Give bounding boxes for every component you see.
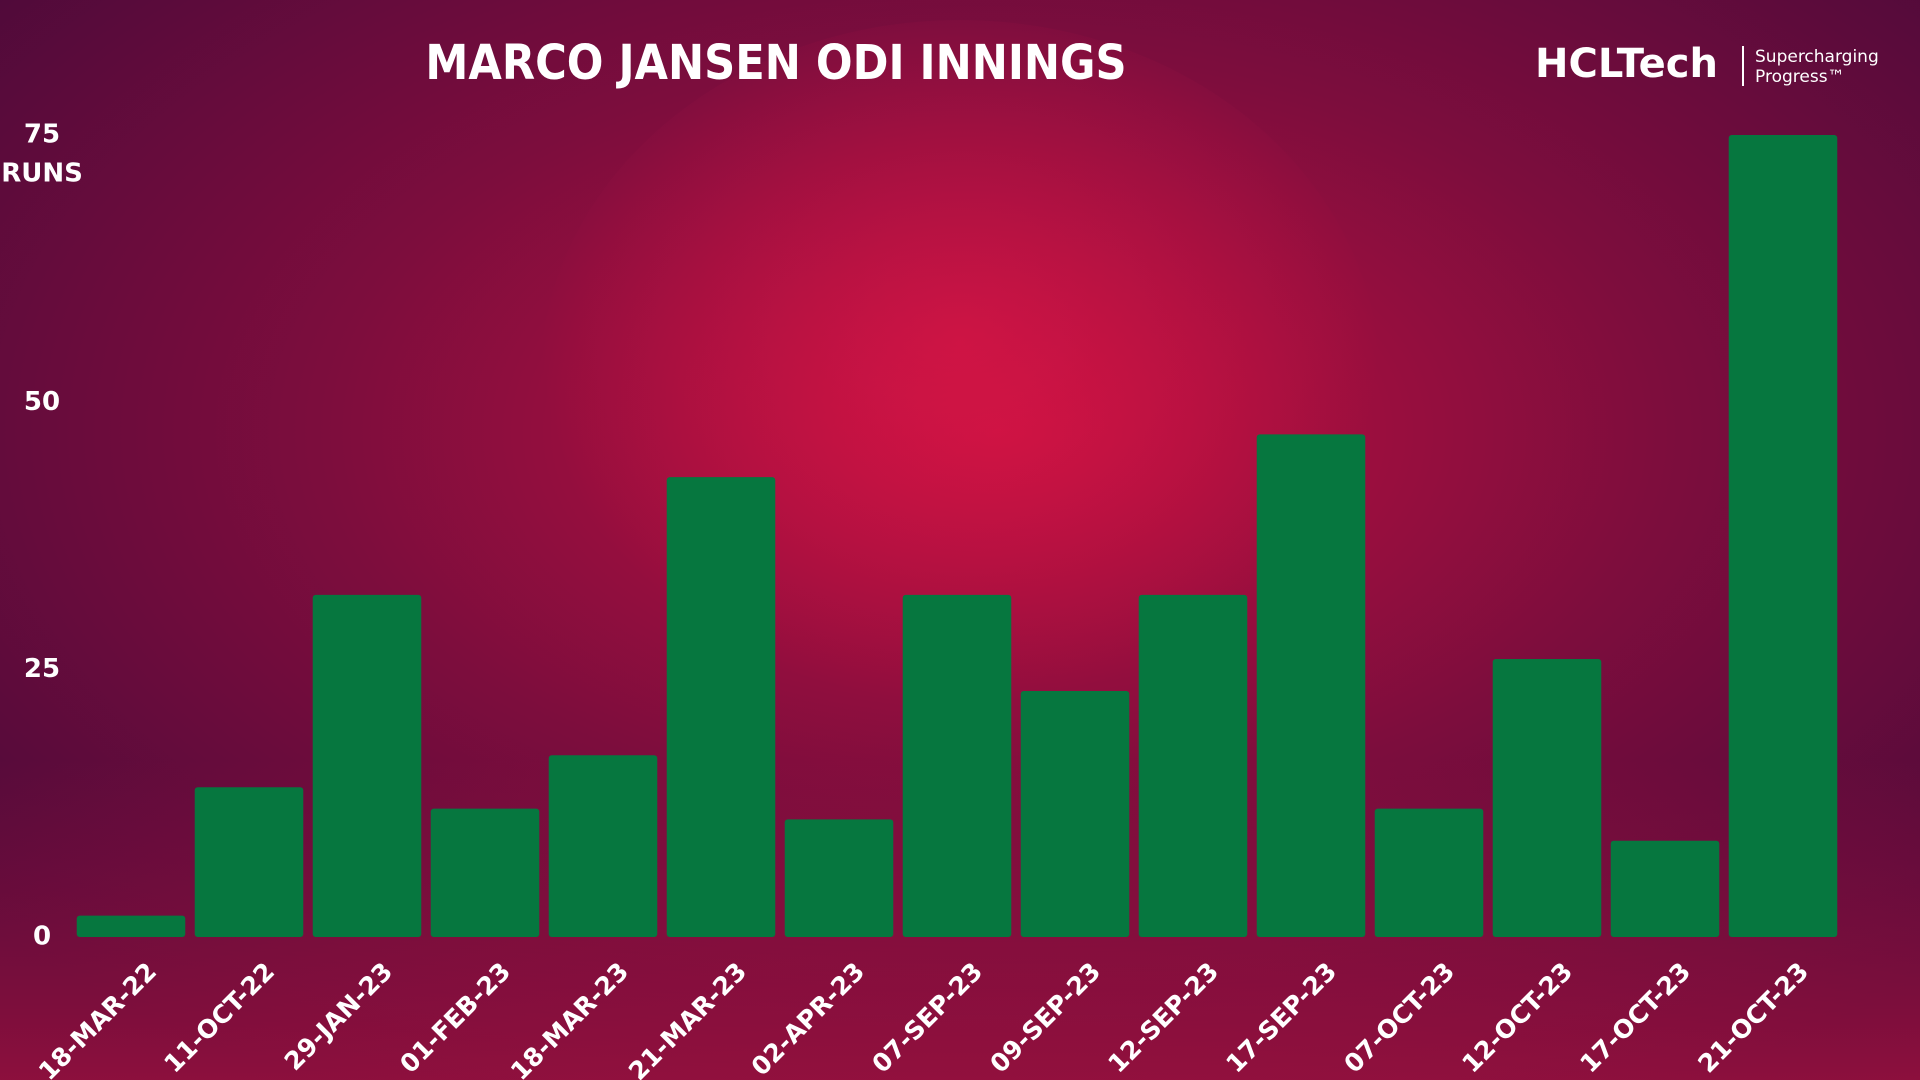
bar [1610,840,1720,937]
bar [430,808,540,937]
y-tick-label: 50 [24,387,60,417]
bar [194,787,304,937]
bar [666,477,776,937]
bar [312,594,422,937]
logo-brand: HCLTech [1535,41,1718,87]
bar [1138,594,1248,937]
bar [1492,658,1602,937]
y-tick-label: 0 [33,922,51,952]
chart-title: MARCO JANSEN ODI INNINGS [425,35,1126,91]
bar [548,755,658,937]
bar [76,915,186,937]
bar [1374,808,1484,937]
bar [902,594,1012,937]
y-tick-label: 75 [24,120,60,150]
bar [1256,434,1366,937]
logo-tagline: Supercharging [1755,47,1879,67]
bar [784,819,894,937]
bar [1020,691,1130,937]
y-axis-label: RUNS [1,159,83,189]
logo-tagline: Progress™ [1755,67,1845,87]
y-tick-label: 25 [24,654,60,684]
bar [1728,135,1838,937]
